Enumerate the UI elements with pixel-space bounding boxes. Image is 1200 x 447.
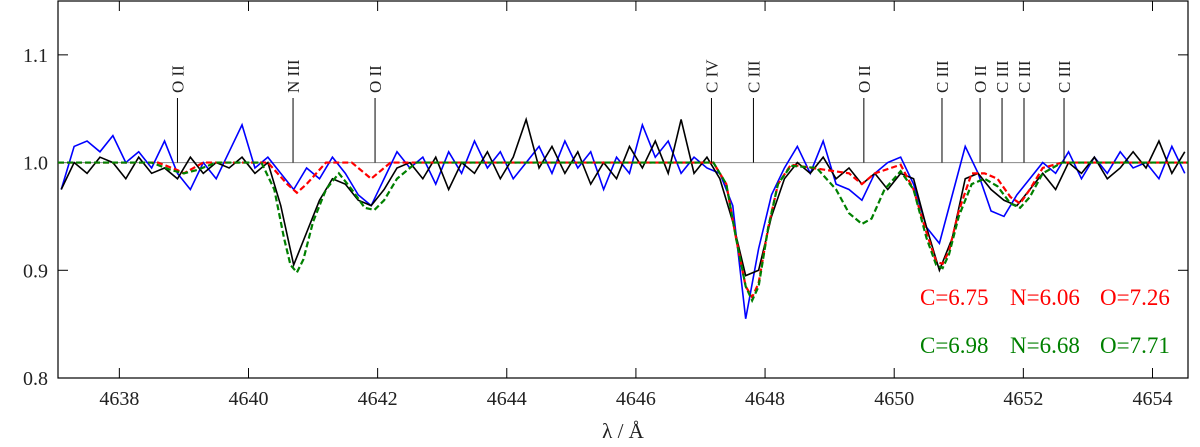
y-tick-label: 0.9 — [23, 260, 48, 282]
line-id-label: O II — [855, 65, 874, 93]
line-id-label: O II — [168, 65, 187, 93]
x-tick-label: 4650 — [874, 388, 914, 410]
line-id-label: C III — [993, 60, 1012, 93]
line-id-label: C III — [1015, 60, 1034, 93]
abundance-label: N=6.06 — [1010, 285, 1080, 310]
x-tick-label: 4640 — [228, 388, 268, 410]
spectrum-line — [60, 116, 1186, 277]
x-tick-label: 4642 — [358, 388, 398, 410]
line-id-label: C III — [933, 60, 952, 93]
x-tick-label: 4638 — [99, 388, 139, 410]
line-id-label: C IV — [702, 59, 721, 93]
line-id-label: N III — [284, 59, 303, 93]
abundance-label: O=7.26 — [1100, 285, 1170, 310]
abundance-label: C=6.75 — [920, 285, 989, 310]
abundance-label: O=7.71 — [1100, 333, 1170, 358]
abundance-label: C=6.98 — [920, 333, 989, 358]
plot-frame — [57, 0, 1189, 379]
y-tick-label: 1.0 — [23, 153, 48, 175]
y-tick-label: 0.8 — [23, 368, 48, 390]
line-id-label: O II — [366, 65, 385, 93]
spectrum-line — [58, 161, 1188, 300]
x-axis-label: λ / Å — [602, 419, 645, 443]
x-tick-label: 4644 — [487, 388, 527, 410]
y-tick-label: 1.1 — [23, 45, 48, 67]
abundance-label: N=6.68 — [1010, 333, 1080, 358]
spectrum-line — [58, 161, 1188, 304]
spectrum-line — [60, 122, 1186, 319]
line-id-label: C III — [744, 60, 763, 93]
x-tick-label: 4648 — [745, 388, 785, 410]
x-tick-label: 4652 — [1003, 388, 1043, 410]
line-id-label: O II — [971, 65, 990, 93]
line-id-label: C III — [1055, 60, 1074, 93]
x-tick-label: 4646 — [616, 388, 656, 410]
x-tick-label: 4654 — [1132, 388, 1172, 410]
